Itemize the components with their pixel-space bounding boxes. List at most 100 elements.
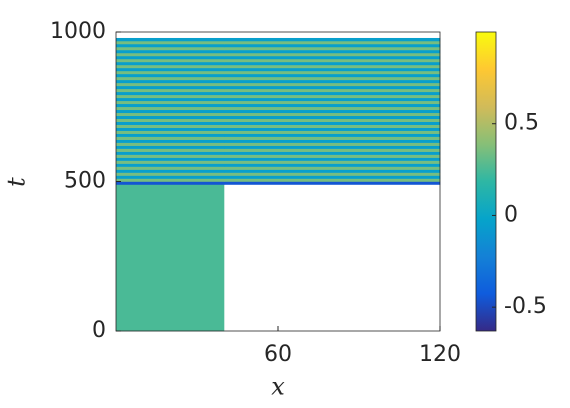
heatmap-cell (116, 109, 225, 114)
heatmap-cell (116, 112, 225, 117)
heatmap-cell (224, 142, 441, 146)
heatmap-cell (116, 118, 225, 122)
heatmap-cell (224, 157, 441, 161)
heatmap-cell (224, 43, 441, 48)
heatmap-cell (224, 91, 441, 96)
heatmap-cell (116, 166, 225, 170)
heatmap-cell (116, 100, 225, 105)
heatmap-cell (224, 79, 441, 84)
heatmap-cell (116, 139, 225, 143)
colorbar (475, 31, 497, 332)
x-tick-label: 60 (264, 342, 292, 367)
heatmap-cell (116, 142, 225, 146)
heatmap-cell (116, 37, 225, 42)
heatmap-cell (224, 127, 441, 131)
heatmap-cell (116, 133, 225, 137)
x-axis-label: x (271, 373, 285, 401)
heatmap-cell (224, 40, 441, 45)
heatmap-cell (224, 97, 441, 102)
heatmap-cell (224, 73, 441, 78)
heatmap-cell (116, 97, 225, 102)
heatmap-cell (116, 79, 225, 84)
heatmap-cell (224, 178, 441, 182)
heatmap-cell (116, 160, 225, 164)
heatmap-cell (116, 169, 225, 173)
heatmap-cell (116, 163, 225, 167)
heatmap-cell (116, 85, 225, 90)
heatmap-cell (116, 178, 225, 182)
heatmap-cell (116, 151, 225, 155)
heatmap-cell (116, 52, 225, 57)
heatmap-cell (116, 49, 225, 54)
heatmap-cell (224, 67, 441, 72)
heatmap-cell (224, 175, 441, 179)
heatmap-cell (224, 166, 441, 170)
heatmap-cell (116, 154, 225, 158)
heatmap-cell (224, 106, 441, 111)
heatmap-cell (116, 136, 225, 140)
heatmap-cell (224, 139, 441, 143)
heatmap-cell (116, 127, 225, 131)
heatmap-cell (224, 133, 441, 137)
heatmap-cell (224, 88, 441, 93)
y-tick-label: 500 (64, 169, 106, 194)
heatmap-cell (224, 148, 441, 152)
heatmap-cell (224, 55, 441, 60)
colorbar-tick-label: 0.5 (504, 111, 539, 136)
heatmap-cell (224, 151, 441, 155)
heatmap-cell (224, 52, 441, 57)
heatmap-cell (116, 82, 225, 87)
heatmap-cell (116, 40, 225, 45)
heatmap-cell (116, 64, 225, 69)
heatmap-cell (224, 64, 441, 69)
heatmap-cell (116, 121, 225, 125)
heatmap-cell (224, 103, 441, 108)
y-tick-label: 0 (92, 318, 106, 343)
heatmap-cell (116, 175, 225, 179)
heatmap-cell (224, 46, 441, 51)
heatmap-cell (224, 37, 441, 42)
heatmap-cell (224, 121, 441, 125)
y-tick-label: 1000 (50, 19, 106, 44)
heatmap-cell (224, 61, 441, 66)
heatmap-cell (116, 73, 225, 78)
heatmap-cell (224, 58, 441, 63)
heatmap-cell (224, 163, 441, 167)
heatmap-cell (116, 181, 225, 185)
heatmap-cell (224, 130, 441, 134)
heatmap-cell (116, 55, 225, 60)
heatmap-cell (116, 103, 225, 108)
heatmap-cell (224, 112, 441, 117)
heatmap-cell (224, 118, 441, 122)
heatmap-cell (224, 49, 441, 54)
heatmap-cell (224, 181, 441, 185)
heatmap-cell (116, 157, 225, 161)
colorbar-tick-label: 0 (504, 202, 518, 227)
heatmap-cell (116, 172, 225, 176)
heatmap-cell (116, 70, 225, 75)
heatmap-cell (224, 76, 441, 81)
heatmap-cell (224, 109, 441, 114)
heatmap-cell (116, 106, 225, 111)
heatmap-cell (224, 172, 441, 176)
heatmap-cell (116, 67, 225, 72)
heatmap-cell (116, 115, 225, 120)
x-tick-label: 120 (419, 342, 461, 367)
heatmap-cell (224, 160, 441, 164)
heatmap-cell (116, 88, 225, 93)
y-axis-label: t (3, 177, 31, 187)
heatmap-cell (116, 61, 225, 66)
heatmap-cell (224, 82, 441, 87)
heatmap-cell (116, 76, 225, 81)
heatmap-cell (224, 145, 441, 149)
heatmap-cell (224, 100, 441, 105)
heatmap-cell (224, 70, 441, 75)
heatmap-cell (116, 145, 225, 149)
heatmap-cell (116, 124, 225, 128)
heatmap-cell (116, 94, 225, 99)
heatmap-cell (224, 115, 441, 120)
heatmap-cell (116, 43, 225, 48)
heatmap-cell (116, 46, 225, 51)
heatmap-cell (116, 130, 225, 134)
